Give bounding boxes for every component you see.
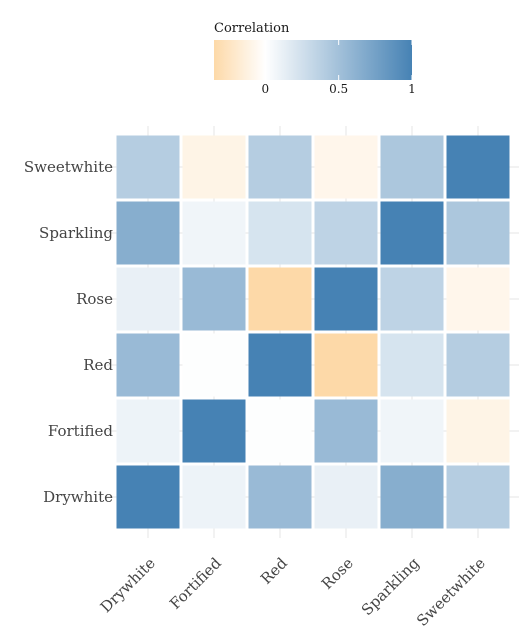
x-tick-label: Sparkling <box>358 554 423 619</box>
legend-tick-label: 0 <box>262 82 270 96</box>
heatmap-cell-rose-red <box>248 267 312 331</box>
y-tick-label: Drywhite <box>43 488 113 506</box>
heatmap-cell-rose-sparkling <box>380 267 444 331</box>
x-tick-label: Red <box>257 554 291 588</box>
legend: Correlation 0 0.5 1 <box>214 21 416 96</box>
heatmap-cell-rose-sweetwhite <box>446 267 510 331</box>
heatmap-cell-drywhite-sparkling <box>380 465 444 529</box>
heatmap-cell-fortified-drywhite <box>116 399 180 463</box>
heatmap-cells <box>116 135 510 529</box>
heatmap-cell-red-fortified <box>182 333 246 397</box>
heatmap-cell-sparkling-red <box>248 201 312 265</box>
heatmap-cell-rose-rose <box>314 267 378 331</box>
heatmap-cell-sweetwhite-sweetwhite <box>446 135 510 199</box>
x-tick-label: Fortified <box>166 554 225 613</box>
heatmap-cell-red-drywhite <box>116 333 180 397</box>
legend-colorbar <box>214 40 412 80</box>
legend-title: Correlation <box>214 21 290 36</box>
heatmap-cell-sweetwhite-drywhite <box>116 135 180 199</box>
y-tick-label: Red <box>83 356 113 374</box>
x-tick-label: Rose <box>318 554 357 593</box>
heatmap-cell-sparkling-rose <box>314 201 378 265</box>
heatmap-cell-rose-fortified <box>182 267 246 331</box>
heatmap-cell-red-red <box>248 333 312 397</box>
heatmap-cell-sparkling-drywhite <box>116 201 180 265</box>
y-tick-label: Rose <box>76 290 113 308</box>
heatmap-cell-fortified-rose <box>314 399 378 463</box>
heatmap-cell-sweetwhite-red <box>248 135 312 199</box>
heatmap-cell-sweetwhite-rose <box>314 135 378 199</box>
x-tick-label: Drywhite <box>97 554 159 616</box>
heatmap-cell-sparkling-sweetwhite <box>446 201 510 265</box>
x-axis-labels: Drywhite Fortified Red Rose SparklingSweetwh… <box>97 554 489 630</box>
heatmap-cell-drywhite-red <box>248 465 312 529</box>
heatmap-cell-drywhite-drywhite <box>116 465 180 529</box>
heatmap-cell-red-rose <box>314 333 378 397</box>
legend-ticks: 0 0.5 1 <box>262 40 416 96</box>
heatmap-cell-sweetwhite-sparkling <box>380 135 444 199</box>
y-tick-label: Sweetwhite <box>24 158 113 176</box>
heatmap-cell-sparkling-fortified <box>182 201 246 265</box>
heatmap-cell-fortified-red <box>248 399 312 463</box>
heatmap-cell-red-sparkling <box>380 333 444 397</box>
y-axis-labels: Drywhite Fortified Red Rose Sparkling Sweetwh… <box>24 158 113 506</box>
heatmap-cell-drywhite-sweetwhite <box>446 465 510 529</box>
heatmap-cell-sparkling-sparkling <box>380 201 444 265</box>
heatmap-cell-drywhite-rose <box>314 465 378 529</box>
legend-tick-label: 1 <box>408 82 416 96</box>
heatmap-cell-sweetwhite-fortified <box>182 135 246 199</box>
heatmap-cell-fortified-sparkling <box>380 399 444 463</box>
y-tick-label: Fortified <box>48 422 113 440</box>
heatmap-cell-fortified-fortified <box>182 399 246 463</box>
x-tick-label: Sweetwhite <box>413 554 489 630</box>
heatmap-cell-fortified-sweetwhite <box>446 399 510 463</box>
heatmap-cell-drywhite-fortified <box>182 465 246 529</box>
legend-tick-label: 0.5 <box>329 82 348 96</box>
heatmap-cell-red-sweetwhite <box>446 333 510 397</box>
heatmap-cell-rose-drywhite <box>116 267 180 331</box>
y-tick-label: Sparkling <box>39 224 113 242</box>
